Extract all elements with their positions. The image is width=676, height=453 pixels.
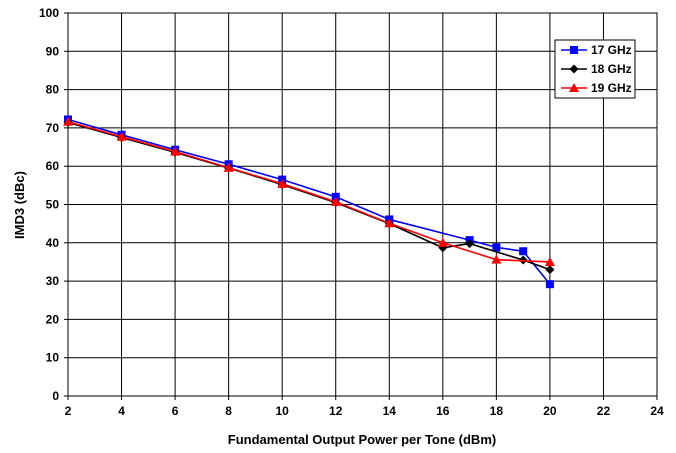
x-tick-label: 22 [597,404,611,418]
series-group [63,115,555,289]
x-tick-label: 8 [225,404,232,418]
x-axis-title: Fundamental Output Power per Tone (dBm) [228,432,496,447]
y-tick-label: 70 [46,121,60,135]
x-tick-label: 24 [650,404,664,418]
series-19-ghz [63,116,555,266]
x-tick-label: 2 [65,404,72,418]
y-tick-label: 80 [46,83,60,97]
y-tick-label: 100 [39,6,59,20]
data-point [223,162,234,172]
data-point [116,131,127,141]
series-line [67,121,550,263]
x-tick-label: 18 [490,404,504,418]
y-tick-label: 40 [46,236,60,250]
legend-marker [569,64,579,74]
y-tick-label: 0 [52,389,59,403]
y-tick-label: 60 [46,159,60,173]
x-tick-label: 4 [118,404,125,418]
legend-label: 19 GHz [591,81,632,95]
y-tick-label: 50 [46,198,60,212]
data-point [545,265,555,275]
legend: 17 GHz 18 GHz 19 GHz [554,39,636,99]
y-tick-label: 30 [46,274,60,288]
x-tick-label: 16 [436,404,450,418]
x-tick-label: 14 [383,404,397,418]
x-tick-label: 6 [172,404,179,418]
y-tick-label: 90 [46,44,60,58]
y-tick-label: 20 [46,312,60,326]
legend-marker [570,46,578,54]
y-tick-label: 10 [46,351,60,365]
legend-label: 18 GHz [591,62,632,76]
data-point [330,196,341,206]
data-point [544,256,555,266]
data-point [277,178,288,188]
legend-marker [569,83,579,92]
data-point [491,254,502,264]
y-tick-labels: 0 10 20 30 40 50 60 70 80 90 100 [39,6,59,403]
x-tick-label: 12 [329,404,343,418]
data-point [170,146,181,156]
data-point [465,239,475,249]
data-point [437,237,448,247]
x-tick-label: 20 [543,404,557,418]
x-tick-labels: 2 4 6 8 10 12 14 16 18 20 22 24 [65,404,664,418]
legend-label: 17 GHz [591,43,632,57]
data-point [63,116,73,126]
data-point [384,218,395,228]
y-axis-title: IMD3 (dBc) [12,171,27,239]
data-point [545,280,554,289]
data-point [492,243,501,252]
x-tick-label: 10 [276,404,290,418]
data-point [519,247,528,256]
